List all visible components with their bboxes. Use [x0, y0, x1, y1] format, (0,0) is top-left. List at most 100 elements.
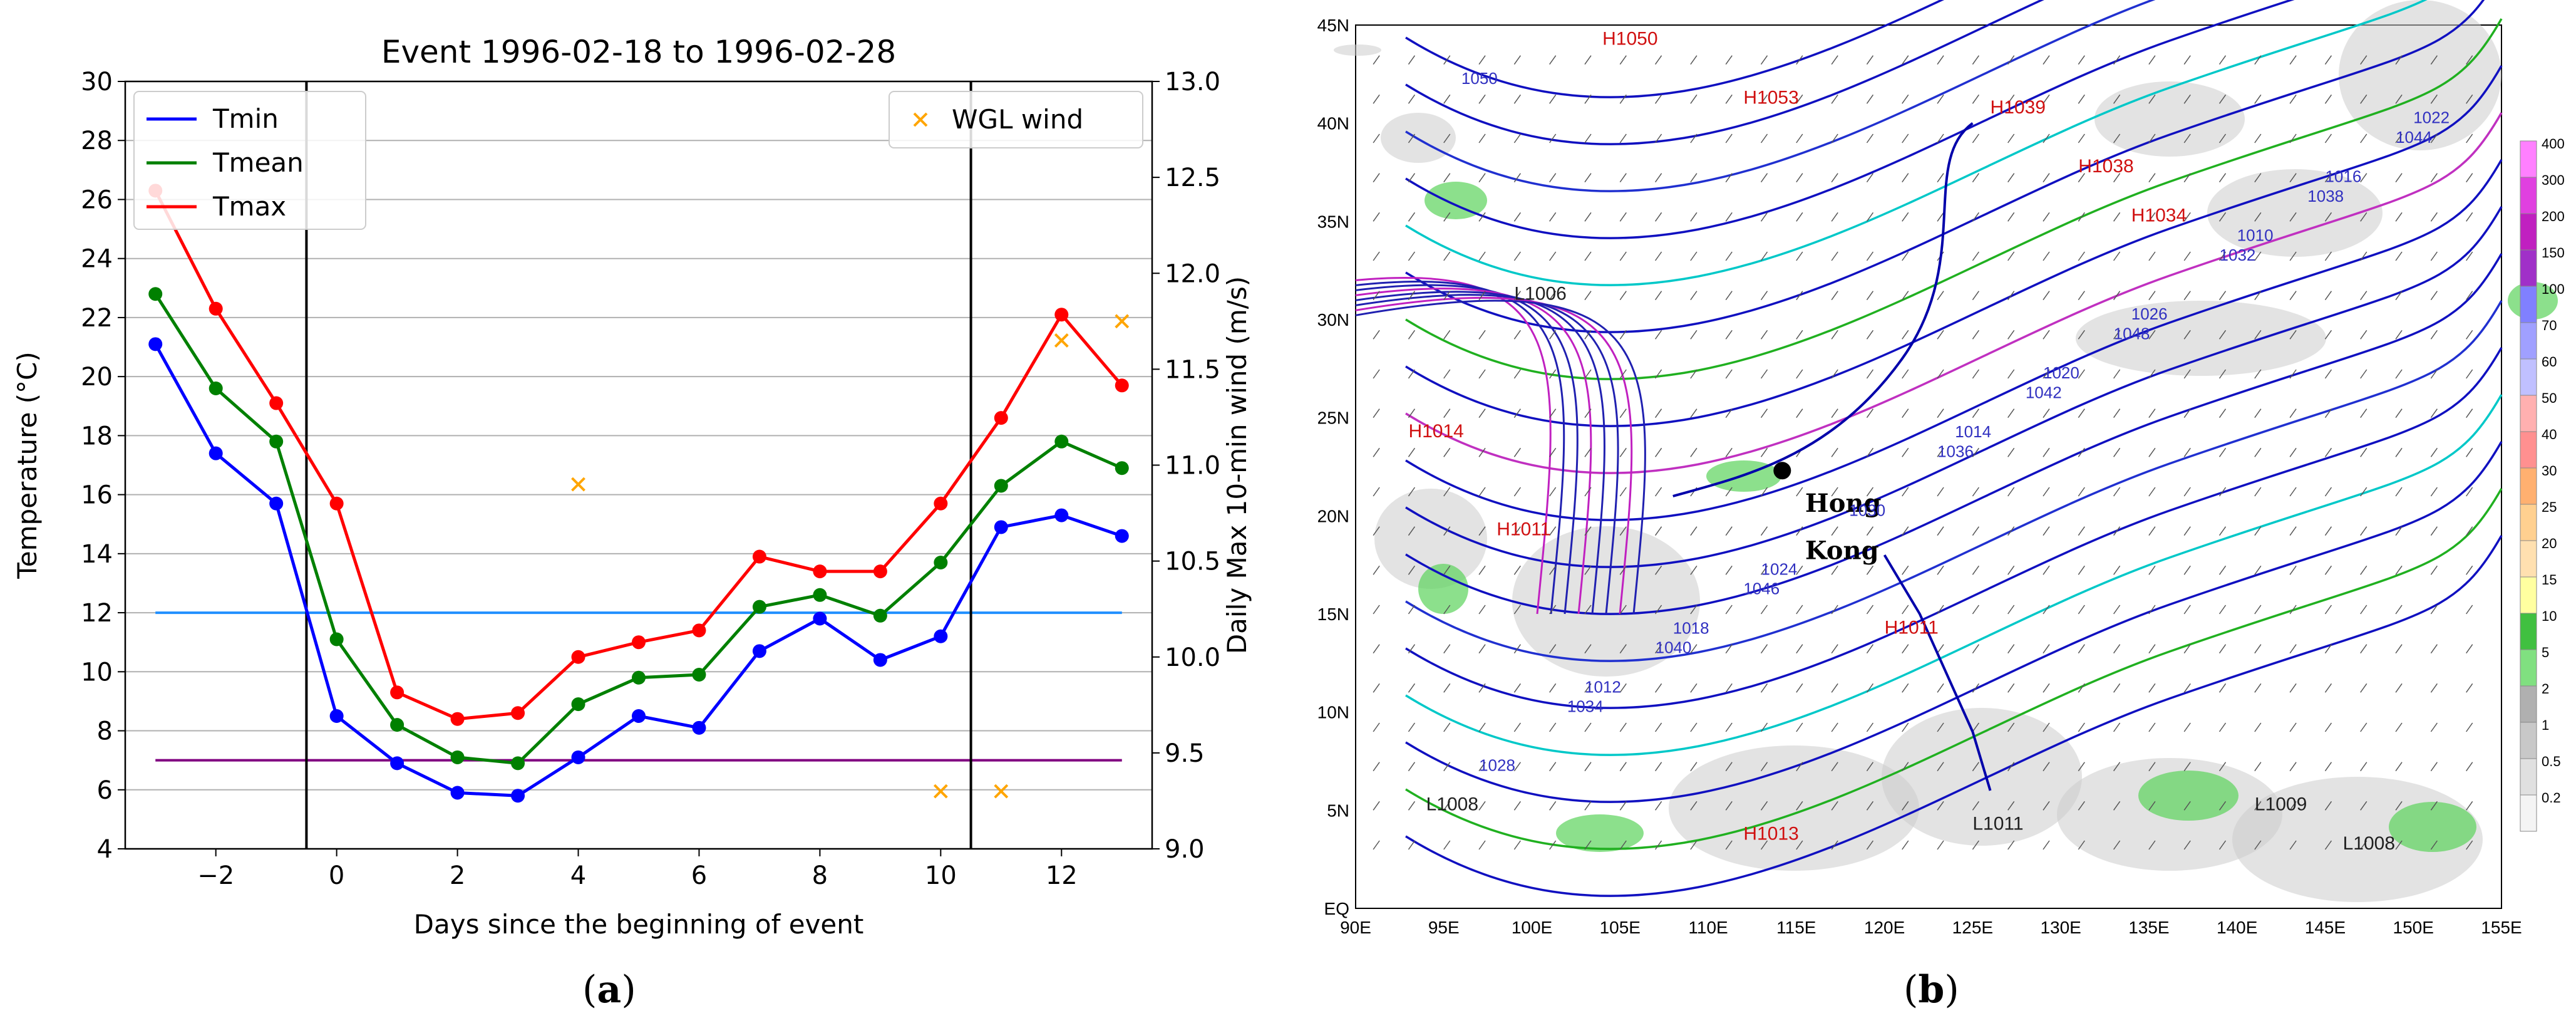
wind-barb [2078, 565, 2085, 575]
wind-barb [2360, 330, 2367, 340]
colorbar-label: 1 [2542, 717, 2549, 733]
wind-barb [2043, 94, 2050, 104]
wind-barb [1549, 722, 1557, 732]
data-point-tmean [269, 434, 284, 449]
wind-barb [1972, 644, 1979, 654]
precip-shading [2076, 301, 2326, 376]
wind-barb [2395, 55, 2403, 65]
wind-barb [1619, 55, 1627, 65]
wind-barb [2218, 722, 2227, 732]
wind-barb [1972, 212, 1979, 222]
wind-barb [2430, 330, 2438, 340]
wind-barb [1655, 133, 1662, 143]
wind-barb [1972, 605, 1979, 615]
colorbar-label: 150 [2542, 245, 2565, 261]
wind-barb [2324, 173, 2332, 183]
isobar [1405, 0, 2044, 145]
wind-barb [2043, 330, 2050, 340]
wind-barb [1584, 605, 1592, 615]
wind-barb [1549, 94, 1557, 104]
wind-barb [2113, 840, 2121, 850]
wind-barb [2430, 251, 2438, 261]
lat-label: EQ [1324, 899, 1349, 918]
wind-barb [1443, 447, 1451, 457]
wind-barb [2043, 408, 2050, 418]
wind-barb [2430, 840, 2438, 850]
wind-barb [1725, 369, 1733, 379]
colorbar-segment [2520, 540, 2537, 578]
wind-barb [1831, 722, 1838, 732]
wind-barb [2289, 291, 2297, 301]
wind-barb [1725, 840, 1733, 850]
wind-barb [2430, 212, 2438, 222]
wind-barb [1478, 133, 1486, 143]
data-point-tmin [752, 644, 766, 658]
wind-barb [2183, 487, 2191, 497]
wind-barb [2078, 487, 2085, 497]
wind-barb [1373, 683, 1380, 693]
wind-barb [1619, 447, 1627, 457]
wind-barb [1373, 173, 1380, 183]
data-point-tmin [329, 709, 344, 723]
wind-barb [1478, 94, 1486, 104]
wind-barb [1655, 330, 1662, 340]
wind-barb [2254, 133, 2262, 143]
wind-marker [1115, 314, 1130, 329]
lat-label: 10N [1317, 703, 1349, 722]
y-tick-label: 10 [81, 658, 113, 687]
wind-marker [1054, 333, 1069, 348]
wind-barb [1513, 683, 1521, 693]
wind-barb [1513, 173, 1521, 183]
wind-barb [1655, 762, 1662, 772]
wind-barb [1619, 565, 1627, 575]
wind-barb [1760, 94, 1768, 104]
series-line-tmin [154, 343, 1123, 797]
wind-barb [2218, 330, 2227, 340]
wind-barb [2183, 133, 2191, 143]
wind-barb [2148, 447, 2156, 457]
isobar-dense [1355, 294, 1619, 615]
wind-barb [1655, 173, 1662, 183]
wind-barb [1443, 173, 1451, 183]
colorbar-segment [2520, 685, 2537, 723]
wind-barb [2218, 447, 2227, 457]
wind-barb [1655, 605, 1662, 615]
wind-barb [1478, 722, 1486, 732]
x-axis-label: Days since the beginning of event [414, 909, 864, 940]
wind-barb [1373, 801, 1380, 811]
high-pressure-center: H1050 [1602, 28, 1657, 49]
wind-barb [2218, 94, 2227, 104]
wind-barb [2395, 291, 2403, 301]
wind-barb [2395, 369, 2403, 379]
wind-barb [2289, 487, 2297, 497]
y2-axis-label: Daily Max 10-min wind (m/s) [1222, 276, 1252, 654]
wind-barb [1655, 644, 1662, 654]
wind-barb [1549, 526, 1557, 536]
lat-label: 40N [1317, 114, 1349, 133]
wind-barb [2113, 526, 2121, 536]
location-label-kong: Kong [1805, 536, 1879, 565]
wind-barb [1408, 840, 1416, 850]
wind-barb [2254, 722, 2262, 732]
wind-barb [2324, 762, 2332, 772]
data-point-tmean [873, 608, 887, 623]
wind-barb [2254, 173, 2262, 183]
wind-barb [1690, 369, 1698, 379]
wind-barb [2148, 762, 2156, 772]
wind-barb [2043, 683, 2050, 693]
x-tick-label: 4 [570, 861, 586, 890]
wind-barb [1796, 487, 1803, 497]
isobar-label: 1024 [1761, 559, 1798, 578]
high-pressure-center: H1011 [1885, 617, 1939, 638]
wind-barb [1972, 291, 1979, 301]
wind-barb [2466, 55, 2473, 65]
wind-barb [2395, 840, 2403, 850]
wind-barb [1690, 762, 1698, 772]
wind-barb [2043, 762, 2050, 772]
lat-label: 30N [1317, 310, 1349, 330]
wind-barb [1443, 212, 1451, 222]
isobar [1405, 441, 2503, 803]
wind-barb [1513, 526, 1521, 536]
wind-barb [2148, 644, 2156, 654]
wind-barb [1478, 683, 1486, 693]
